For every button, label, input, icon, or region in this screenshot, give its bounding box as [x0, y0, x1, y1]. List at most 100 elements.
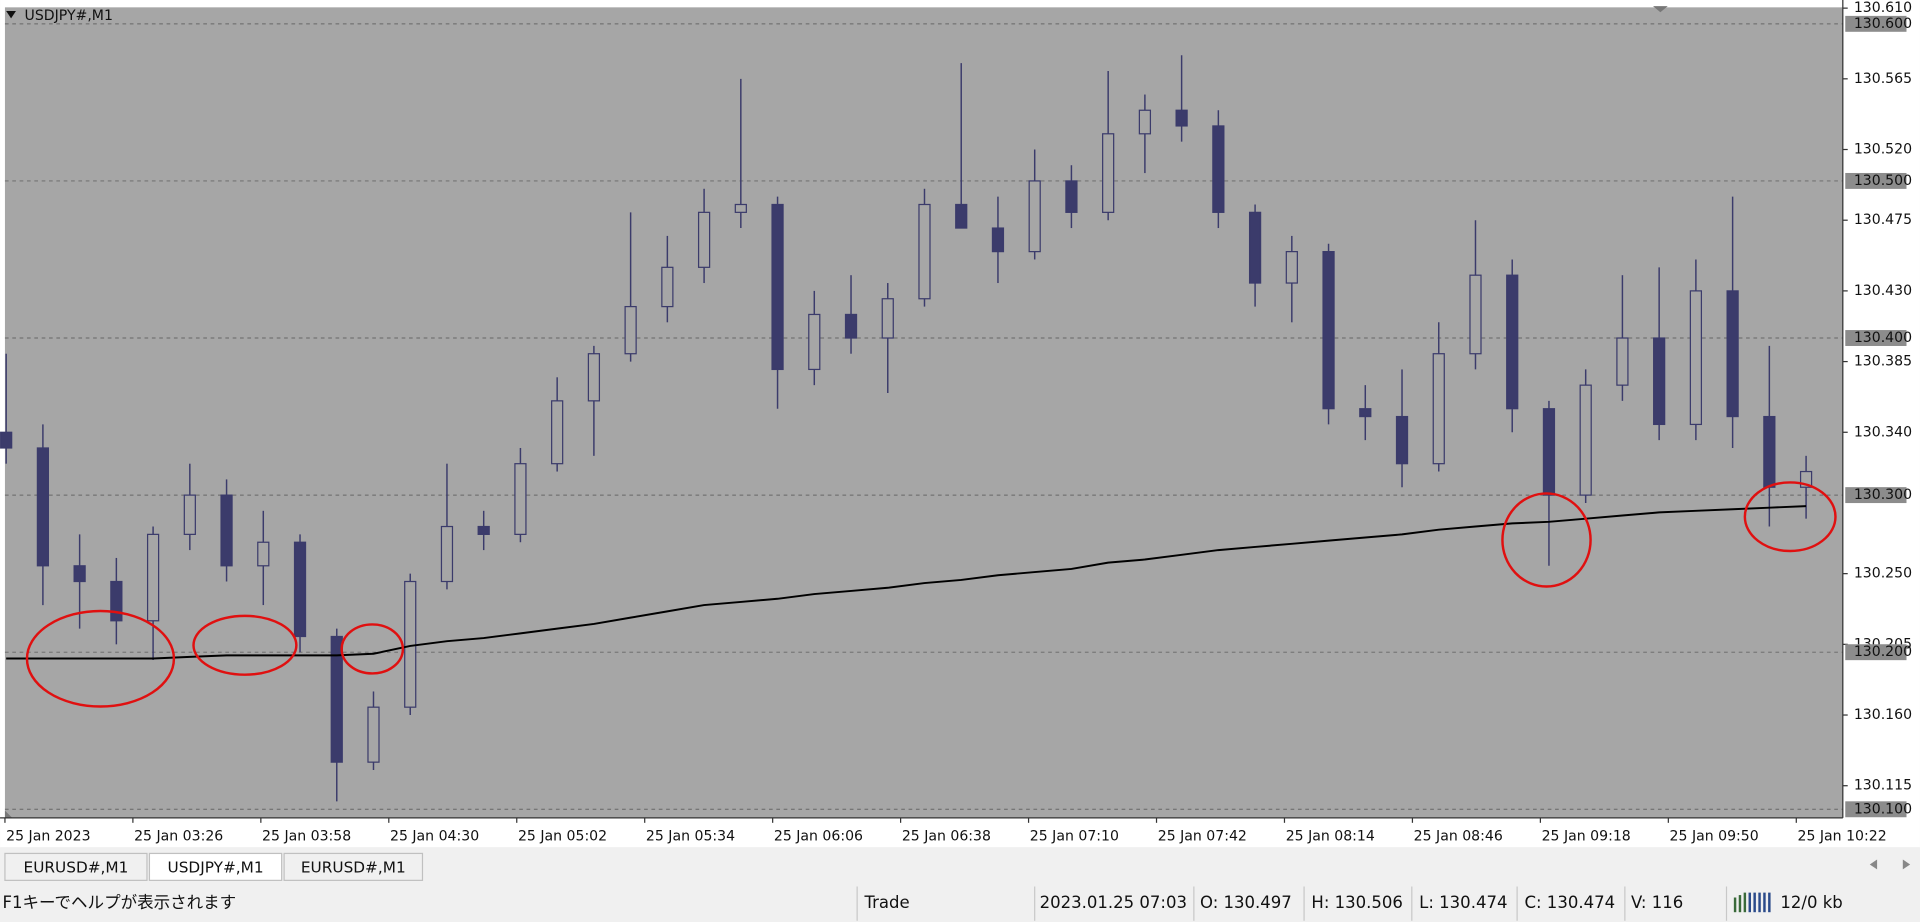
tab[interactable]: [148, 852, 283, 881]
level-label: 130.500: [1854, 173, 1912, 189]
candle-body: [183, 494, 196, 535]
tabs: EURUSD#,M1 USDJPY#,M1 EURUSD#,M1: [4, 852, 424, 881]
status-time: 2023.01.25 07:03: [1040, 893, 1187, 912]
candle-body: [1065, 180, 1078, 213]
candle-body: [110, 580, 123, 622]
candle-body: [1285, 251, 1298, 284]
level-label-box: [1845, 172, 1907, 189]
candle-body: [1799, 470, 1813, 488]
x-tick-label: 25 Jan 05:02: [518, 828, 607, 844]
x-tick-label: 25 Jan 07:10: [1030, 828, 1119, 844]
status-close: C: 130.474: [1524, 893, 1615, 912]
level-label: 130.100: [1854, 801, 1912, 817]
tab[interactable]: [283, 852, 424, 881]
circle: [192, 614, 298, 676]
tab-label: USDJPY#,M1: [168, 859, 264, 877]
candle-body: [367, 706, 380, 763]
plot-area: [4, 7, 1843, 818]
candle-body: [1763, 415, 1776, 488]
candle-body: [1506, 274, 1519, 410]
scroll-left[interactable]: [1869, 859, 1878, 870]
annotations: [25, 481, 1837, 708]
y-tick-label: 130.520: [1854, 142, 1912, 158]
candle-body: [991, 227, 1005, 253]
candle-body: [1322, 251, 1335, 410]
candle-body: [1653, 337, 1666, 426]
status-open: O: 130.497: [1200, 893, 1292, 912]
x-tick-label: 25 Jan 09:50: [1670, 828, 1759, 844]
candle-body: [661, 266, 674, 308]
candle-body: [551, 400, 564, 465]
level-label-box: [1845, 487, 1907, 504]
menu-arrow[interactable]: [6, 11, 16, 19]
chart-title: USDJPY#,M1: [25, 8, 113, 24]
candle-body: [220, 494, 233, 567]
status-separators: [856, 886, 1728, 921]
plot: [0, 23, 1843, 810]
y-tick-label: 130.115: [1854, 778, 1912, 794]
candle-body: [404, 580, 417, 708]
x-tick-label: 25 Jan 03:58: [262, 828, 351, 844]
status-low: L: 130.474: [1419, 893, 1507, 912]
scroll-right[interactable]: [1902, 859, 1911, 870]
level-label: 130.600: [1854, 16, 1912, 32]
x-tick-label: 25 Jan 06:38: [902, 828, 991, 844]
candle-body: [1726, 290, 1739, 418]
connection-icon: [1733, 892, 1771, 913]
status-volume: V: 116: [1631, 893, 1683, 912]
candle-body: [1028, 180, 1041, 253]
candle-body: [477, 525, 490, 535]
tab[interactable]: [4, 852, 148, 881]
status-high: H: 130.506: [1311, 893, 1403, 912]
x-tick-label: 25 Jan 10:22: [1798, 828, 1887, 844]
level-label: 130.400: [1854, 330, 1912, 346]
candle-body: [1138, 109, 1152, 135]
candle-body: [257, 541, 270, 567]
circle: [1743, 481, 1837, 553]
x-tick-label: 25 Jan 2023: [6, 828, 90, 844]
candle-body: [0, 431, 13, 449]
level-label-box: [1845, 15, 1907, 32]
y-tick-label: 130.250: [1854, 566, 1912, 582]
candle-body: [1689, 290, 1703, 426]
status-bar: [0, 884, 1920, 922]
x-tick-label: 25 Jan 08:14: [1286, 828, 1375, 844]
candle-body: [624, 305, 637, 355]
y-tick-label: 130.160: [1854, 707, 1912, 723]
x-tick-label: 25 Jan 07:42: [1158, 828, 1247, 844]
circle: [25, 609, 176, 708]
candle-body: [1175, 109, 1188, 127]
candle-body: [73, 565, 86, 583]
x-tick-label: 25 Jan 04:30: [390, 828, 479, 844]
x-tick-label: 25 Jan 03:26: [134, 828, 223, 844]
candle-body: [146, 533, 160, 622]
candle-body: [440, 525, 454, 583]
status-help: F1キーでヘルプが表示されます: [2, 893, 236, 912]
x-tick-label: 25 Jan 06:06: [774, 828, 863, 844]
candle-body: [514, 463, 527, 535]
tab-label: EURUSD#,M1: [24, 859, 129, 877]
level-label-box: [1845, 644, 1907, 661]
candle-body: [1102, 133, 1115, 213]
y-tick-label: 130.475: [1854, 212, 1912, 228]
candle-body: [587, 353, 601, 402]
candle-body: [1579, 384, 1592, 496]
candle-body: [1395, 415, 1409, 465]
status-mode: Trade: [863, 893, 909, 912]
candle-body: [808, 313, 821, 371]
circle: [1501, 492, 1592, 588]
level-label-box: [1845, 330, 1907, 346]
x-tick-label: 25 Jan 05:34: [646, 828, 735, 844]
candle-body: [734, 203, 747, 213]
circle: [340, 623, 405, 675]
level-label: 130.300: [1854, 487, 1912, 503]
level-label: 130.200: [1854, 644, 1912, 660]
y-tick-label: 130.340: [1854, 424, 1912, 440]
candle-body: [1616, 337, 1629, 386]
x-tick-label: 25 Jan 08:46: [1414, 828, 1503, 844]
candle-body: [844, 313, 858, 339]
candle-body: [293, 541, 307, 638]
candle-body: [771, 203, 784, 371]
y-tick-label: 130.610: [1854, 0, 1912, 16]
x-tick-label: 25 Jan 09:18: [1542, 828, 1631, 844]
